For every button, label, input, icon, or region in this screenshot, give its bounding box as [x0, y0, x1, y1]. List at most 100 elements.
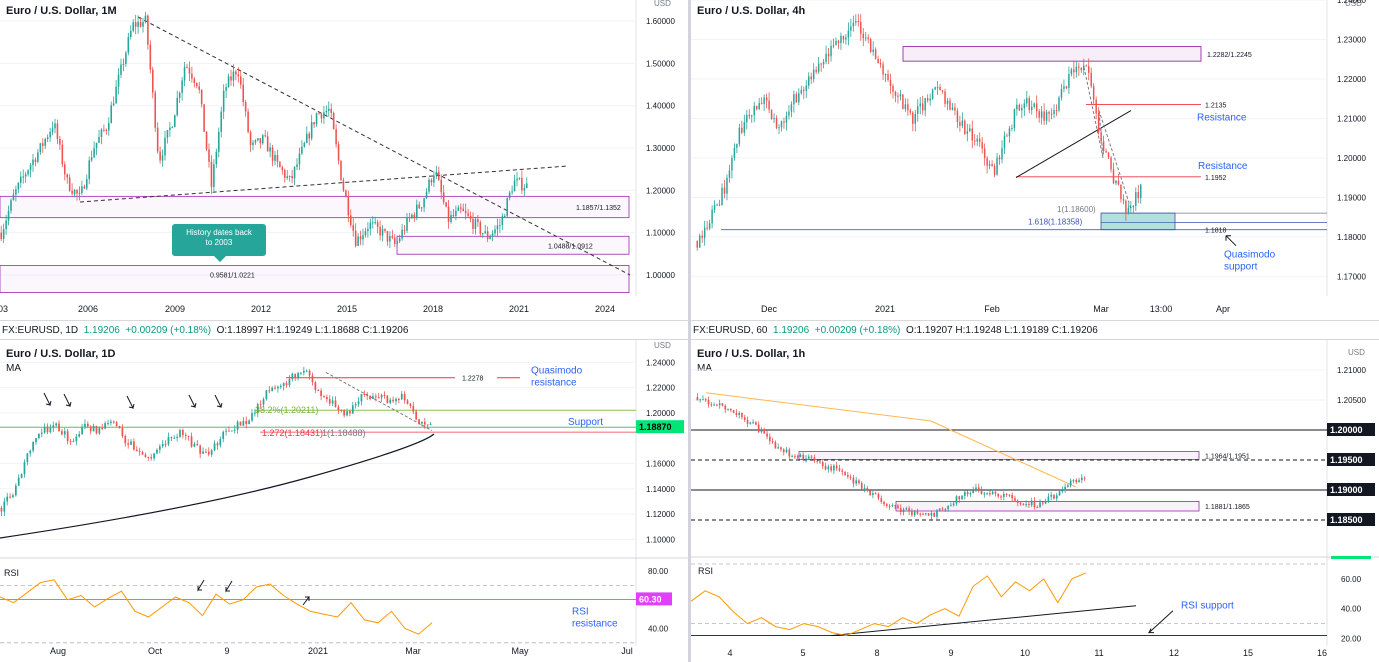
candle-body [723, 187, 726, 194]
candle-body [477, 219, 479, 223]
candle-body [696, 240, 698, 248]
candle-body [164, 443, 167, 445]
candle-body [81, 186, 83, 194]
monthly-chart-panel[interactable]: Euro / U.S. Dollar, 1M USD 1.1857/1.1352… [0, 0, 688, 320]
candle-body [181, 80, 183, 93]
zone-label: 1.1964/1.1951 [1205, 454, 1250, 461]
candle-body [12, 495, 14, 498]
candle-body [89, 426, 92, 432]
candle-body [369, 222, 372, 229]
candle-body [29, 165, 32, 171]
candle-body [1097, 113, 1100, 133]
candle-body [1030, 500, 1033, 506]
candle-body [907, 104, 909, 111]
candle-body [462, 208, 465, 212]
candle-body [274, 155, 276, 161]
candle-body [703, 227, 706, 238]
candle-body [813, 457, 816, 461]
daily-chart[interactable]: Euro / U.S. Dollar, 1D MA USD 1.2278 Quas… [0, 340, 688, 662]
candle-body [701, 235, 703, 238]
candle-body [362, 235, 364, 240]
candle-body [1127, 207, 1130, 214]
candle-body [755, 105, 758, 109]
candle-body [3, 501, 6, 512]
zone-box [0, 195, 630, 219]
candle-body [911, 511, 913, 516]
candle-body [377, 397, 380, 399]
candle-body [820, 63, 822, 65]
hourly-chart[interactable]: Euro / U.S. Dollar, 1h MA USD 1.20000 1.1… [691, 340, 1379, 662]
hourly-chart-panel[interactable]: Euro / U.S. Dollar, 1h MA USD 1.20000 1.1… [691, 340, 1379, 662]
candle-body [308, 133, 311, 139]
candle-body [780, 121, 783, 128]
candle-body [120, 64, 122, 75]
candle-body [491, 233, 494, 237]
ohlc: O:1.19207 H:1.19248 L:1.19189 C:1.19206 [905, 325, 1098, 336]
candle-body [966, 492, 969, 495]
candle-body [964, 120, 966, 134]
candle-body [190, 436, 193, 447]
candle-body [974, 140, 976, 142]
candle-body [374, 222, 377, 224]
level-tag: Quasimodo [1224, 250, 1276, 261]
candle-body [741, 127, 743, 133]
candle-body [337, 406, 340, 411]
candle-body [728, 170, 731, 178]
candle-body [518, 177, 521, 179]
candle-body [277, 386, 279, 389]
candle-body [777, 447, 780, 449]
zone-label: 1.1881/1.1865 [1205, 504, 1250, 511]
candle-body [244, 102, 247, 112]
level-tag: Resistance [1198, 161, 1248, 172]
candle-body [963, 492, 966, 496]
candle-body [286, 176, 289, 178]
candle-body [885, 504, 888, 506]
time-tick-label: 2021 [308, 646, 328, 656]
candle-body [721, 403, 724, 406]
zone-label: 1.2282/1.2245 [1207, 52, 1252, 59]
arrow-icon [63, 393, 72, 407]
ma-label: MA [6, 363, 21, 374]
daily-chart-panel[interactable]: Euro / U.S. Dollar, 1D MA USD 1.2278 Quas… [0, 340, 688, 662]
candle-body [1039, 502, 1041, 508]
candle-body [151, 69, 154, 93]
candle-body [144, 15, 147, 23]
candle-body [760, 103, 763, 105]
monthly-chart[interactable]: Euro / U.S. Dollar, 1M USD 1.1857/1.1352… [0, 0, 688, 320]
candle-body [481, 233, 484, 235]
candle-body [317, 389, 320, 391]
candle-body [872, 49, 874, 52]
candle-body [279, 161, 281, 168]
candle-body [743, 417, 746, 420]
candle-body [445, 202, 447, 207]
candle-body [835, 465, 838, 469]
h4-chart[interactable]: Euro / U.S. Dollar, 4h USD 1.2282/1.2245… [691, 0, 1379, 320]
candle-body [95, 425, 98, 434]
candle-body [9, 496, 11, 498]
candle-body [748, 114, 751, 117]
last-price: 1.19206 [83, 325, 120, 336]
price-tick-label: 1.16000 [646, 459, 675, 468]
candle-body [506, 198, 509, 217]
candle-body [256, 404, 259, 413]
candle-body [879, 62, 882, 65]
candle-body [469, 215, 472, 219]
price-tag: 1.19000 [1330, 485, 1363, 495]
candle-body [455, 210, 457, 216]
candle-body [523, 188, 526, 191]
price-tick-label: 1.17000 [1337, 272, 1366, 281]
trendline-up [79, 165, 569, 203]
zone-box [902, 46, 1202, 62]
candle-body [785, 449, 788, 453]
time-tick-label: Mar [405, 646, 421, 656]
candle-body [1040, 111, 1043, 118]
candle-body [164, 137, 166, 156]
candle-body [955, 496, 958, 504]
candle-body [1115, 180, 1117, 184]
candle-body [702, 399, 704, 401]
candle-body [220, 111, 223, 132]
candle-body [90, 157, 93, 161]
h4-chart-panel[interactable]: Euro / U.S. Dollar, 4h USD 1.2282/1.2245… [691, 0, 1379, 320]
candle-body [73, 189, 76, 194]
candle-body [830, 466, 832, 471]
